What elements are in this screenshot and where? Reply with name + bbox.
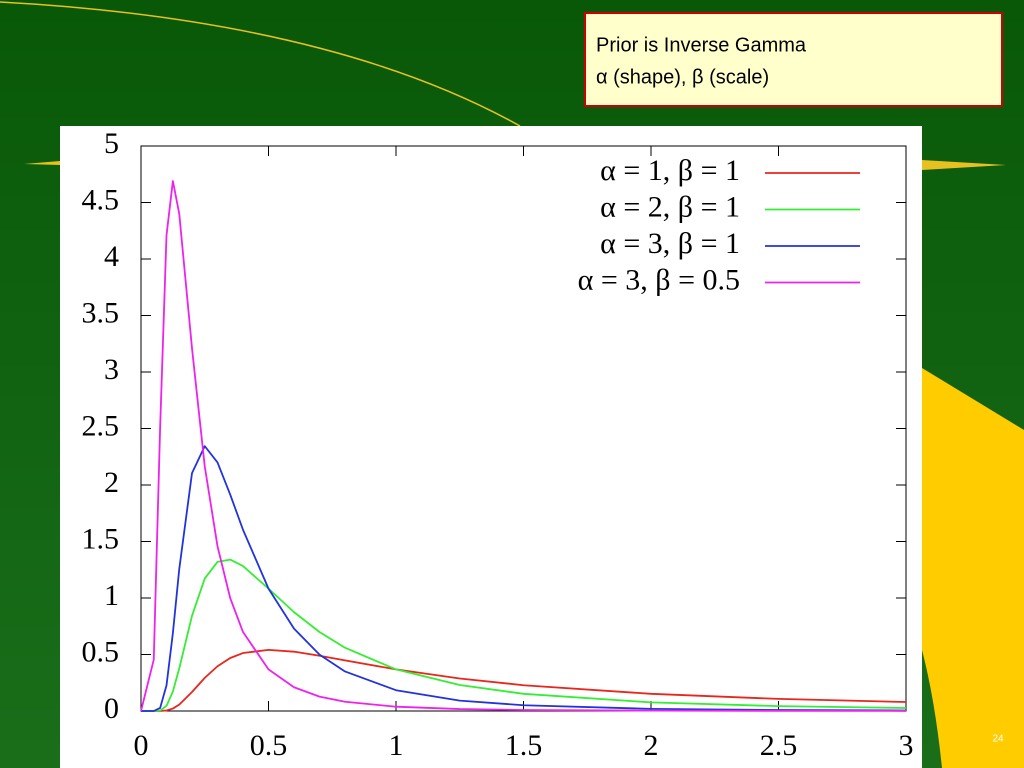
legend-label: α = 3, β = 0.5 <box>578 263 740 296</box>
series-line <box>141 558 907 712</box>
series-line <box>141 445 907 712</box>
x-tick-label: 3 <box>899 729 914 762</box>
y-tick-label: 1.5 <box>82 522 120 555</box>
x-tick-label: 2 <box>644 729 659 762</box>
legend-label: α = 2, β = 1 <box>600 190 740 223</box>
x-tick-label: 2.5 <box>760 729 798 762</box>
x-tick-label: 0 <box>134 729 149 762</box>
decor-curve <box>0 1 521 127</box>
chart: 0 0.5 1 1.5 2 2.5 3 3.5 4 4.5 5 0 0.5 1 1.5 2 2.5 3 α = 1,… <box>82 127 914 762</box>
y-tick-label: 0 <box>104 692 119 725</box>
y-tick-label: 3.5 <box>82 296 120 329</box>
chart-panel <box>60 126 922 768</box>
y-tick-label: 5 <box>104 127 119 160</box>
note-box <box>584 12 1003 107</box>
page-number: 24 <box>992 734 1004 745</box>
y-tick-label: 1 <box>104 579 119 612</box>
decor-shape <box>922 368 1024 768</box>
series-line <box>140 180 907 712</box>
y-tick-label: 4 <box>104 240 119 273</box>
x-tick-label: 0.5 <box>250 729 288 762</box>
note-line: α (shape), β (scale) <box>596 66 769 88</box>
y-tick-label: 3 <box>104 353 119 386</box>
legend-label: α = 1, β = 1 <box>600 154 740 187</box>
series-line <box>141 648 907 712</box>
legend-label: α = 3, β = 1 <box>600 227 740 260</box>
y-tick-label: 2.5 <box>82 409 120 442</box>
y-tick-label: 0.5 <box>82 635 120 668</box>
y-tick-label: 2 <box>104 466 119 499</box>
x-tick-label: 1 <box>389 729 404 762</box>
y-tick-label: 4.5 <box>82 183 120 216</box>
note-line: Prior is Inverse Gamma <box>596 34 807 56</box>
x-tick-label: 1.5 <box>505 729 543 762</box>
